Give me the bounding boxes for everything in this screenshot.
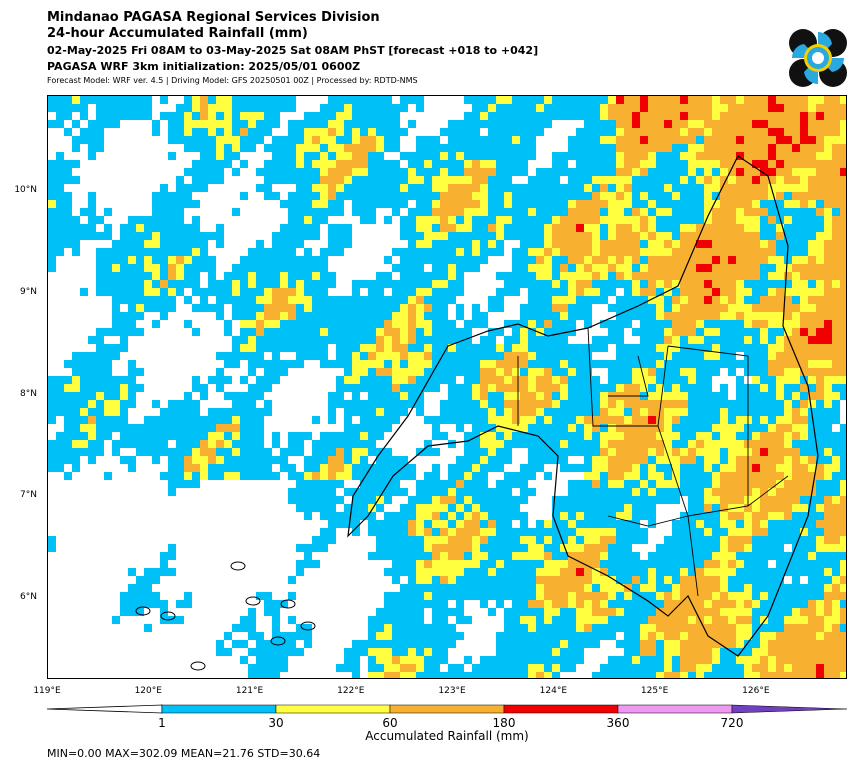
colorbar-tick: 180	[492, 716, 516, 730]
forecast-period: 02-May-2025 Fri 08AM to 03-May-2025 Sat …	[47, 44, 539, 57]
initialization-info: PAGASA WRF 3km initialization: 2025/05/0…	[47, 60, 361, 73]
colorbar-tick: 60	[382, 716, 398, 730]
island-outline	[160, 611, 176, 621]
map-title: Mindanao PAGASA Regional Services Divisi…	[47, 10, 380, 25]
longitude-label: 124°E	[539, 686, 568, 696]
longitude-label: 122°E	[337, 686, 365, 696]
latitude-label: 6°N	[20, 591, 37, 602]
colorbar-tick: 360	[606, 716, 630, 730]
island-outline	[230, 561, 246, 571]
latitude-label: 8°N	[20, 388, 37, 399]
colorbar-tick: 1	[158, 716, 166, 730]
rainfall-field	[48, 96, 846, 678]
coastline	[347, 155, 819, 657]
longitude-label: 119°E	[33, 686, 61, 696]
pagasa-logo	[788, 28, 848, 88]
island-outline	[190, 661, 206, 671]
latitude-label: 7°N	[20, 490, 37, 501]
longitude-label: 120°E	[134, 686, 162, 696]
longitude-label: 125°E	[640, 686, 669, 696]
latitude-label: 10°N	[14, 185, 37, 196]
island-outline	[245, 596, 261, 606]
latitude-label: 9°N	[20, 287, 37, 298]
longitude-label: 123°E	[438, 686, 466, 696]
island-outline	[135, 606, 151, 616]
province-boundaries	[517, 327, 789, 597]
colorbar-tick: 720	[720, 716, 744, 730]
island-outline	[280, 599, 296, 609]
statistics-line: MIN=0.00 MAX=302.09 MEAN=21.76 STD=30.64	[47, 747, 321, 760]
colorbar-title: Accumulated Rainfall (mm)	[365, 729, 529, 743]
longitude-label: 121°E	[235, 686, 264, 696]
island-outline	[270, 636, 286, 646]
map-subtitle: 24-hour Accumulated Rainfall (mm)	[47, 26, 308, 41]
longitude-label: 126°E	[742, 686, 770, 696]
colorbar	[47, 704, 847, 714]
rainfall-map	[47, 95, 847, 679]
colorbar-tick: 30	[268, 716, 284, 730]
model-info: Forecast Model: WRF ver. 4.5 | Driving M…	[47, 76, 418, 85]
island-outline	[300, 621, 316, 631]
